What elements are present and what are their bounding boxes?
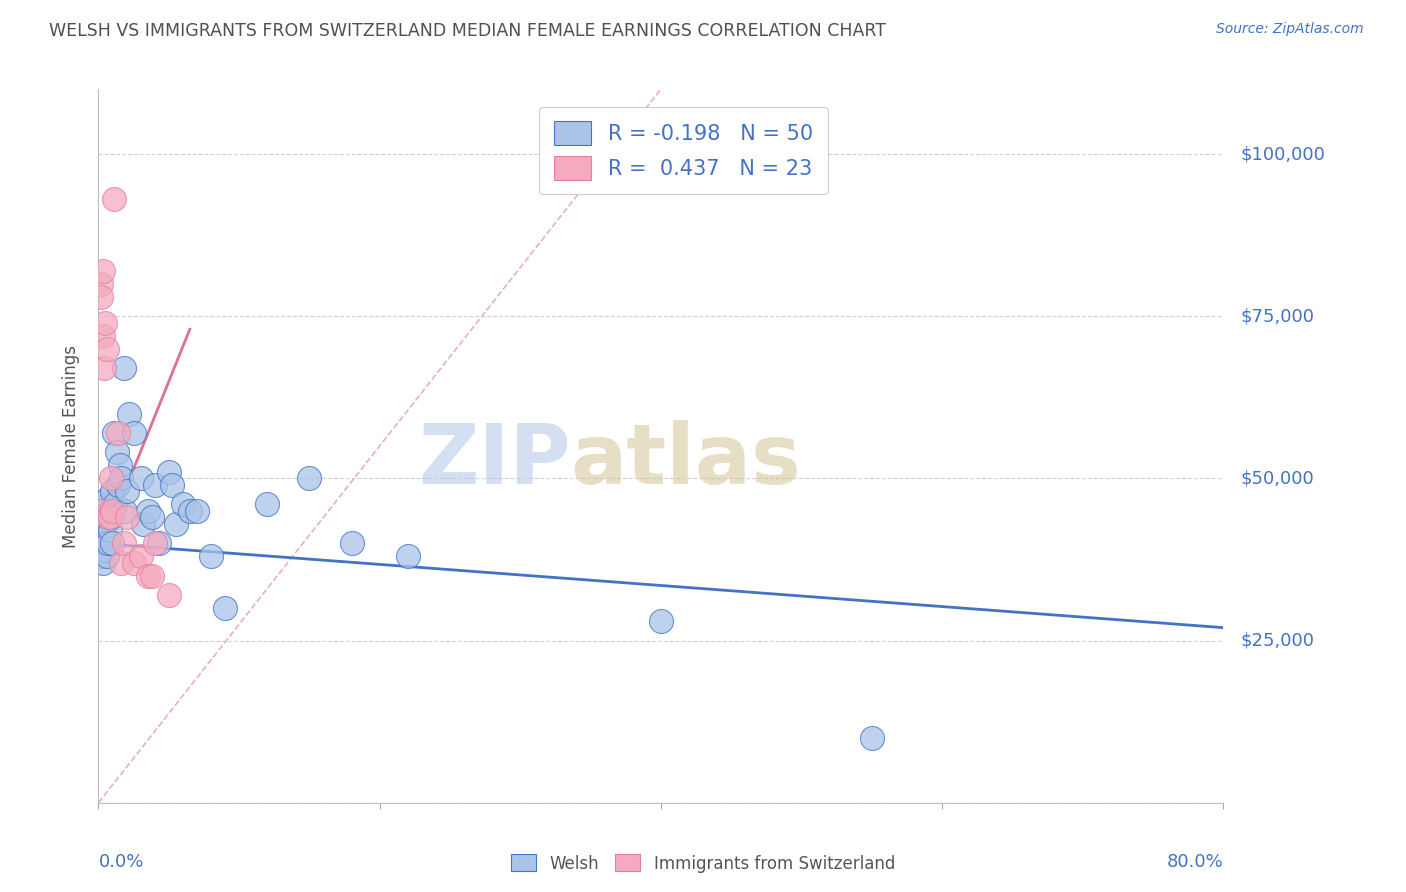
Text: WELSH VS IMMIGRANTS FROM SWITZERLAND MEDIAN FEMALE EARNINGS CORRELATION CHART: WELSH VS IMMIGRANTS FROM SWITZERLAND MED…: [49, 22, 886, 40]
Point: [136, 504, 159, 518]
Point: [103, 193, 125, 207]
Text: $100,000: $100,000: [1240, 145, 1324, 163]
Point: [101, 504, 124, 518]
Text: atlas: atlas: [571, 420, 801, 500]
Point: [98, 524, 121, 538]
Point: [103, 425, 125, 440]
Point: [200, 549, 222, 564]
Point: [94, 316, 117, 330]
Point: [141, 510, 163, 524]
Point: [112, 361, 135, 376]
Point: [115, 484, 138, 499]
Point: [94, 516, 117, 531]
Text: $50,000: $50,000: [1240, 469, 1313, 487]
Point: [101, 484, 124, 499]
Point: [98, 510, 121, 524]
Point: [122, 425, 145, 440]
Point: [141, 568, 163, 582]
Point: [91, 264, 114, 278]
Point: [112, 536, 135, 550]
Point: [101, 536, 124, 550]
Text: $75,000: $75,000: [1240, 307, 1315, 326]
Point: [94, 530, 117, 544]
Point: [160, 478, 183, 492]
Point: [105, 445, 128, 459]
Point: [143, 536, 166, 550]
Point: [214, 601, 236, 615]
Text: Source: ZipAtlas.com: Source: ZipAtlas.com: [1216, 22, 1364, 37]
Point: [93, 504, 115, 518]
Point: [115, 510, 138, 524]
Point: [94, 536, 117, 550]
Point: [118, 407, 141, 421]
Point: [165, 516, 187, 531]
Point: [96, 342, 118, 356]
Point: [114, 504, 136, 518]
Point: [179, 504, 201, 518]
Point: [104, 497, 127, 511]
Point: [860, 731, 883, 745]
Legend: R = -0.198   N = 50, R =  0.437   N = 23: R = -0.198 N = 50, R = 0.437 N = 23: [538, 107, 828, 194]
Point: [93, 542, 115, 557]
Y-axis label: Median Female Earnings: Median Female Earnings: [62, 344, 80, 548]
Point: [108, 458, 131, 473]
Point: [129, 549, 152, 564]
Point: [91, 556, 114, 570]
Point: [122, 556, 145, 570]
Legend: Welsh, Immigrants from Switzerland: Welsh, Immigrants from Switzerland: [505, 847, 901, 880]
Text: 0.0%: 0.0%: [98, 853, 143, 871]
Point: [148, 536, 170, 550]
Point: [107, 478, 129, 492]
Point: [98, 504, 121, 518]
Point: [91, 328, 114, 343]
Point: [91, 510, 114, 524]
Point: [340, 536, 363, 550]
Point: [100, 471, 122, 485]
Point: [132, 516, 155, 531]
Text: 80.0%: 80.0%: [1167, 853, 1223, 871]
Point: [90, 290, 112, 304]
Point: [256, 497, 278, 511]
Point: [93, 361, 115, 376]
Point: [97, 510, 120, 524]
Point: [157, 588, 180, 602]
Point: [157, 465, 180, 479]
Point: [90, 549, 112, 564]
Point: [96, 497, 118, 511]
Point: [89, 536, 111, 550]
Point: [396, 549, 419, 564]
Point: [110, 471, 132, 485]
Point: [110, 556, 132, 570]
Point: [90, 277, 112, 291]
Point: [172, 497, 194, 511]
Point: [97, 491, 120, 505]
Point: [129, 471, 152, 485]
Point: [136, 568, 159, 582]
Point: [650, 614, 672, 628]
Point: [100, 510, 122, 524]
Point: [107, 425, 129, 440]
Text: $25,000: $25,000: [1240, 632, 1315, 649]
Point: [298, 471, 321, 485]
Point: [89, 504, 111, 518]
Text: ZIP: ZIP: [419, 420, 571, 500]
Point: [186, 504, 208, 518]
Point: [90, 524, 112, 538]
Point: [143, 478, 166, 492]
Point: [97, 536, 120, 550]
Point: [96, 549, 118, 564]
